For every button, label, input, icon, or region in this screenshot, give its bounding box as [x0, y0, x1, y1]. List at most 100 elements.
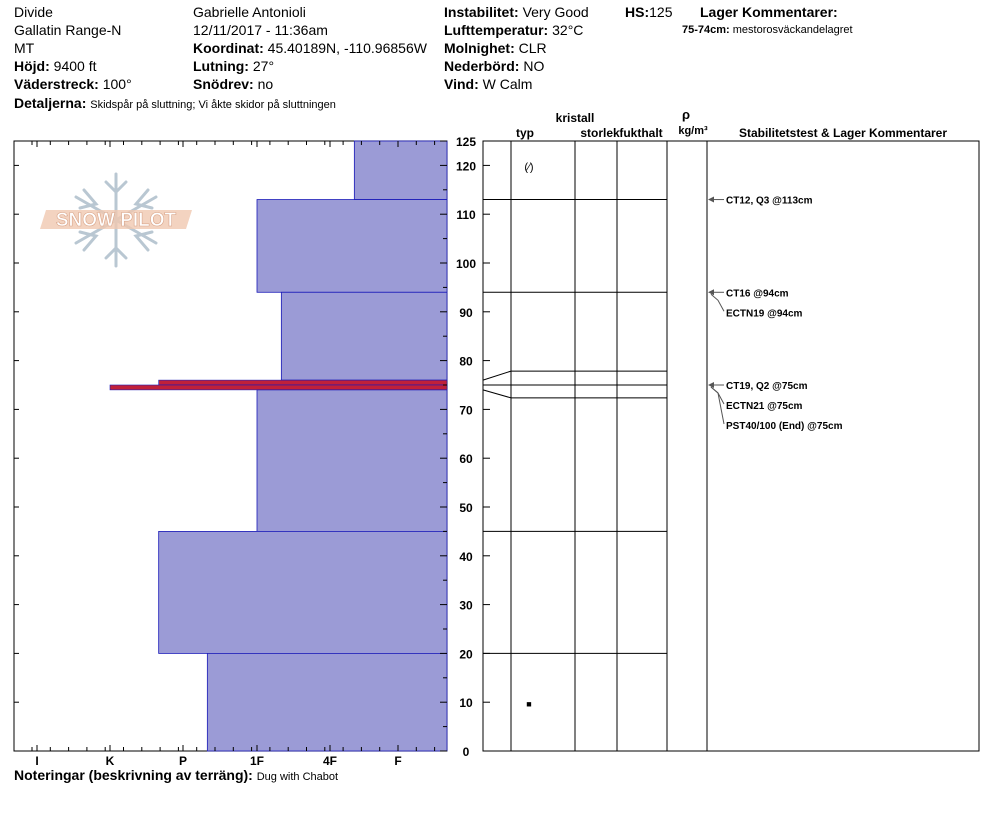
test-label-4: ECTN21 @75cm [726, 401, 803, 412]
clouds-label: Molnighet: [444, 40, 515, 56]
precip-row: Nederbörd: NO [444, 58, 544, 75]
hardness-bars [109, 140, 448, 752]
slope-value: 27° [252, 58, 275, 74]
hs-row: HS:125 [625, 4, 672, 21]
clouds-row: Molnighet: CLR [444, 40, 547, 57]
x-tick-label-1F: 1F [250, 754, 264, 768]
coord-row: Koordinat: 45.40189N, -110.96856W [193, 40, 427, 57]
x-tick-label-4F: 4F [323, 754, 337, 768]
height-tick-labels: 0 10 20 30 40 50 60 70 80 90 100 110 120 125 [456, 135, 476, 759]
test-leader-4 [710, 386, 725, 405]
details-value: Skidspår på sluttning; Vi åkte skidor på… [90, 99, 336, 111]
test-label-0: CT12, Q3 @113cm [726, 196, 813, 207]
notes-label: Noteringar (beskrivning av terräng): [14, 767, 253, 783]
test-leader-2 [710, 293, 725, 312]
y-tick-label-120: 120 [456, 159, 476, 173]
wind-value: W Calm [482, 76, 533, 92]
layer-boundary-74 [482, 389, 667, 399]
y-tick-label-0: 0 [463, 745, 470, 759]
grain-symbol-1: ■ [526, 699, 531, 709]
test-arrow-0 [708, 196, 714, 203]
x-tick-label-K: K [106, 754, 115, 768]
drift-label: Snödrev: [193, 76, 254, 92]
coord-value: 45.40189N, -110.96856W [267, 40, 427, 56]
layer-comment-row: 75-74cm: mestorosväckandelagret [682, 24, 853, 37]
col-type: typ [516, 126, 534, 140]
snowpilot-logo: SNOW PILOT [40, 172, 192, 268]
y-tick-label-90: 90 [459, 306, 473, 320]
test-arrow-3 [708, 382, 714, 388]
hardness-bar-4 [109, 384, 448, 391]
x-tick-label-F: F [394, 754, 401, 768]
table-column-dividers [510, 141, 708, 751]
hs-value: 125 [649, 4, 673, 20]
test-leader-5 [710, 386, 725, 425]
drift-row: Snödrev: no [193, 76, 273, 93]
datetime: 12/11/2017 - 11:36am [193, 22, 328, 38]
y-tick-label-50: 50 [459, 501, 473, 515]
test-label-5: PST40/100 (End) @75cm [726, 421, 843, 432]
col-rho: ρ [682, 107, 690, 122]
y-tick-label-80: 80 [459, 355, 473, 369]
col-moisture: fukthalt [619, 126, 662, 140]
layer-comment-range: 75-74cm: [682, 24, 730, 36]
hardness-bar-0 [353, 140, 448, 200]
elevation-value: 9400 ft [53, 58, 97, 74]
test-arrow-1 [708, 289, 714, 296]
y-tick-label-100: 100 [456, 257, 476, 271]
drift-value: no [257, 76, 274, 92]
col-crystal: kristall [556, 111, 595, 125]
test-label-1: CT16 @94cm [726, 288, 789, 299]
hardness-tick-labels: I K P 1F 4F F [35, 754, 401, 768]
hardness-bar-2 [280, 291, 448, 381]
layer-comment-text: mestorosväckandelagret [732, 24, 853, 36]
hardness-bar-7 [206, 653, 448, 752]
elevation-label: Höjd: [14, 58, 50, 74]
stability-tests: CT12, Q3 @113cm CT16 @94cm ECTN19 @94cm CT1… [708, 196, 843, 432]
aspect-row: Väderstreck: 100° [14, 76, 132, 93]
aspect-value: 100° [102, 76, 132, 92]
x-tick-label-P: P [179, 754, 187, 768]
y-tick-label-30: 30 [459, 599, 473, 613]
notes-row: Noteringar (beskrivning av terräng): Dug… [14, 767, 338, 784]
location: Divide [14, 4, 53, 20]
y-tick-label-70: 70 [459, 403, 473, 417]
precip-value: NO [523, 58, 545, 74]
precip-label: Nederbörd: [444, 58, 520, 74]
aspect-label: Väderstreck: [14, 76, 99, 92]
clouds-value: CLR [518, 40, 547, 56]
y-tick-label-40: 40 [459, 550, 473, 564]
hardness-bar-5 [256, 389, 448, 532]
grain-symbol-0: (⁄) [524, 161, 533, 173]
slope-row: Lutning: 27° [193, 58, 274, 75]
airtemp-label: Lufttemperatur: [444, 22, 549, 38]
wind-row: Vind: W Calm [444, 76, 532, 93]
y-tick-label-110: 110 [456, 208, 476, 222]
y-tick-label-125: 125 [456, 135, 476, 149]
instability-value: Very Good [522, 4, 589, 20]
observer: Gabrielle Antonioli [193, 4, 306, 20]
y-tick-label-60: 60 [459, 452, 473, 466]
hardness-bar-6 [158, 531, 448, 654]
y-tick-label-20: 20 [459, 647, 473, 661]
notes-value: Dug with Chabot [256, 771, 339, 783]
hardness-bar-1 [256, 199, 448, 293]
y-tick-label-10: 10 [459, 696, 473, 710]
airtemp-row: Lufttemperatur: 32°C [444, 22, 583, 39]
hardness-bar-3 [158, 379, 448, 386]
hs-label: HS: [625, 4, 650, 20]
details-label: Detaljerna: [14, 95, 87, 111]
airtemp-value: 32°C [552, 22, 584, 38]
col-size: storlek [580, 126, 620, 140]
col-density-unit: kg/m³ [678, 125, 708, 137]
instability-row: Instabilitet: Very Good [444, 4, 589, 21]
wind-label: Vind: [444, 76, 479, 92]
logo-text: SNOW PILOT [56, 210, 177, 231]
coord-label: Koordinat: [193, 40, 264, 56]
grain-symbols: (⁄) ■ [524, 161, 533, 709]
x-tick-label-I: I [35, 754, 38, 768]
details-row: Detaljerna: Skidspår på sluttning; Vi åk… [14, 95, 336, 112]
axis-ticks [14, 140, 490, 752]
range: Gallatin Range-N [14, 22, 122, 38]
